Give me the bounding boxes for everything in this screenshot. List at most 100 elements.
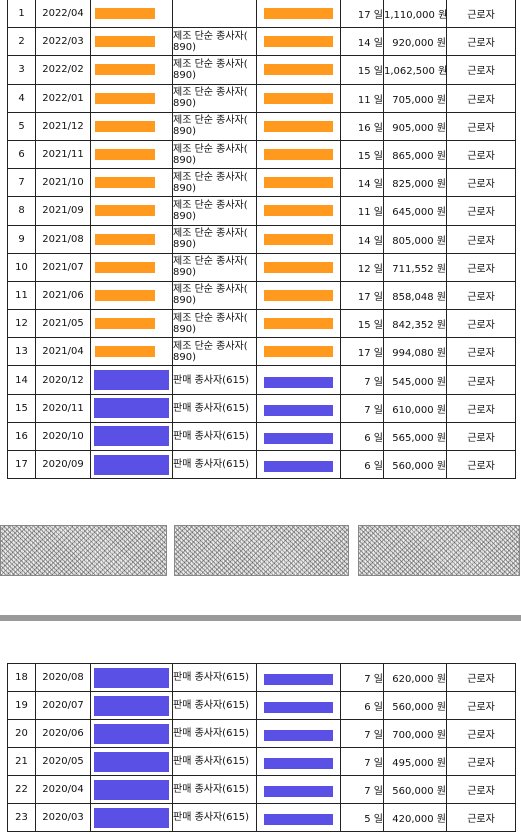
worker-type: 근로자 xyxy=(446,55,516,85)
table-row: 22 2020/04 판매 종사자(615) 7 일 560,000 원 근로자 xyxy=(7,775,516,804)
table-row: 1 2022/04 17 일 1,110,000 원 근로자 xyxy=(7,0,516,29)
workplace-redacted xyxy=(256,719,341,748)
row-number: 5 xyxy=(7,111,36,141)
worker-type: 근로자 xyxy=(446,309,516,339)
workplace-redacted xyxy=(256,139,341,170)
row-number: 19 xyxy=(7,691,36,720)
worker-type: 근로자 xyxy=(446,421,516,452)
redaction-bar xyxy=(94,695,169,716)
workplace-redacted xyxy=(256,803,341,832)
work-days: 17 일 xyxy=(340,337,384,367)
redaction-bar xyxy=(94,807,169,828)
wage-amount: 905,000 원 xyxy=(383,111,447,141)
employment-history-table-bottom: 18 2020/08 판매 종사자(615) 7 일 620,000 원 근로자 19 202… xyxy=(7,663,516,832)
workplace-redacted xyxy=(256,421,341,452)
employer-redacted xyxy=(90,393,173,423)
worker-type: 근로자 xyxy=(446,252,516,282)
year-month: 2021/08 xyxy=(35,224,91,254)
worker-type: 근로자 xyxy=(446,0,516,29)
redaction-bar xyxy=(94,779,169,800)
redaction-noise-block xyxy=(0,525,167,576)
workplace-redacted xyxy=(256,252,341,282)
job-category: 판매 종사자(615) xyxy=(172,365,257,395)
worker-type: 근로자 xyxy=(446,365,516,395)
redaction-bar xyxy=(264,786,333,797)
employer-redacted xyxy=(90,83,173,113)
redaction-bar xyxy=(264,432,333,444)
workplace-redacted xyxy=(256,111,341,141)
work-days: 7 일 xyxy=(340,775,384,804)
work-days: 11 일 xyxy=(340,83,384,113)
workplace-redacted xyxy=(256,280,341,311)
year-month: 2021/07 xyxy=(35,252,91,282)
row-number: 16 xyxy=(7,421,36,452)
redaction-bar xyxy=(264,404,333,416)
employer-redacted xyxy=(90,365,173,395)
job-category: 제조 단순 종사자( 890) xyxy=(172,55,257,85)
row-number: 10 xyxy=(7,252,36,282)
row-number: 1 xyxy=(7,0,36,29)
redaction-bar xyxy=(94,398,169,419)
year-month: 2021/10 xyxy=(35,168,91,198)
year-month: 2022/01 xyxy=(35,83,91,113)
employer-redacted xyxy=(90,168,173,198)
redaction-bar xyxy=(95,205,155,217)
job-category: 제조 단순 종사자( 890) xyxy=(172,83,257,113)
row-number: 2 xyxy=(7,27,36,57)
table-row: 21 2020/05 판매 종사자(615) 7 일 495,000 원 근로자 xyxy=(7,747,516,776)
redaction-bar xyxy=(95,233,155,245)
redaction-bar xyxy=(264,461,333,473)
work-days: 15 일 xyxy=(340,55,384,85)
job-category: 판매 종사자(615) xyxy=(172,747,257,776)
workplace-redacted xyxy=(256,393,341,423)
year-month: 2021/11 xyxy=(35,139,91,170)
year-month: 2020/11 xyxy=(35,393,91,423)
redaction-bar xyxy=(95,92,155,104)
year-month: 2022/02 xyxy=(35,55,91,85)
work-days: 15 일 xyxy=(340,139,384,170)
row-number: 22 xyxy=(7,775,36,804)
year-month: 2020/03 xyxy=(35,803,91,832)
table-row: 9 2021/08 제조 단순 종사자( 890) 14 일 805,000 원 근로자 xyxy=(7,224,516,254)
employer-redacted xyxy=(90,27,173,57)
redaction-bar xyxy=(94,667,169,688)
employer-redacted xyxy=(90,55,173,85)
job-category: 판매 종사자(615) xyxy=(172,691,257,720)
job-category: 제조 단순 종사자( 890) xyxy=(172,280,257,311)
job-category: 제조 단순 종사자( 890) xyxy=(172,139,257,170)
worker-type: 근로자 xyxy=(446,691,516,720)
worker-type: 근로자 xyxy=(446,719,516,748)
workplace-redacted xyxy=(256,83,341,113)
workplace-redacted xyxy=(256,365,341,395)
workplace-redacted xyxy=(256,309,341,339)
work-days: 11 일 xyxy=(340,196,384,226)
wage-amount: 1,062,500 원 xyxy=(383,55,447,85)
worker-type: 근로자 xyxy=(446,337,516,367)
work-days: 17 일 xyxy=(340,280,384,311)
redaction-bar xyxy=(264,702,333,713)
employer-redacted xyxy=(90,280,173,311)
year-month: 2020/04 xyxy=(35,775,91,804)
workplace-redacted xyxy=(256,0,341,29)
wage-amount: 920,000 원 xyxy=(383,27,447,57)
worker-type: 근로자 xyxy=(446,111,516,141)
table-row: 23 2020/03 판매 종사자(615) 5 일 420,000 원 근로자 xyxy=(7,803,516,832)
year-month: 2020/10 xyxy=(35,421,91,452)
worker-type: 근로자 xyxy=(446,196,516,226)
year-month: 2021/04 xyxy=(35,337,91,367)
worker-type: 근로자 xyxy=(446,393,516,423)
redaction-bar xyxy=(94,751,169,772)
year-month: 2020/06 xyxy=(35,719,91,748)
worker-type: 근로자 xyxy=(446,775,516,804)
wage-amount: 705,000 원 xyxy=(383,83,447,113)
row-number: 21 xyxy=(7,747,36,776)
table-row: 7 2021/10 제조 단순 종사자( 890) 14 일 825,000 원 근로자 xyxy=(7,168,516,198)
job-category: 제조 단순 종사자( 890) xyxy=(172,168,257,198)
workplace-redacted xyxy=(256,27,341,57)
workplace-redacted xyxy=(256,196,341,226)
work-days: 6 일 xyxy=(340,691,384,720)
redaction-bar xyxy=(264,376,333,388)
table-row: 17 2020/09 판매 종사자(615) 6 일 560,000 원 근로자 xyxy=(7,449,516,480)
redaction-bar xyxy=(264,289,333,301)
table-row: 12 2021/05 제조 단순 종사자( 890) 15 일 842,352 원 근로자 xyxy=(7,309,516,339)
